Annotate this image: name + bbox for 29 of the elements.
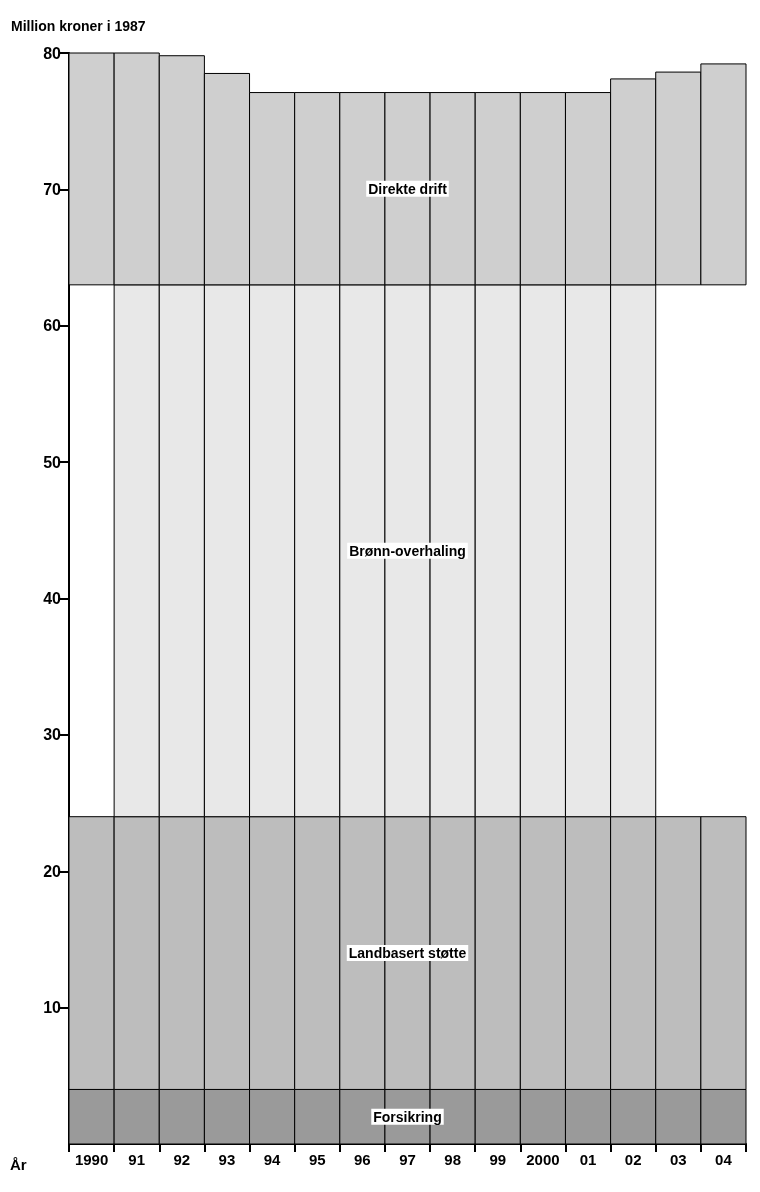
y-tick-label: 20: [43, 862, 62, 880]
y-tick-label: 60: [43, 317, 62, 335]
x-tick-label: 01: [579, 1151, 597, 1168]
x-tick-label: 97: [399, 1151, 416, 1168]
series-label: Brønn-overhaling: [349, 542, 466, 559]
x-tick-label: 99: [489, 1151, 507, 1168]
x-axis-title: År: [10, 1156, 27, 1173]
y-tick-label: 70: [43, 180, 62, 198]
y-tick-label: 80: [43, 44, 62, 62]
x-tick-label: 1990: [74, 1151, 109, 1168]
y-tick-label: 10: [43, 999, 62, 1017]
series-label: Landbasert støtte: [348, 945, 467, 962]
x-tick-label: 2000: [526, 1151, 560, 1168]
x-tick-label: 02: [624, 1151, 642, 1168]
x-tick-label: 93: [218, 1151, 236, 1168]
y-axis-title: Million kroner i 1987: [11, 18, 146, 34]
x-tick-label: 04: [715, 1151, 733, 1168]
x-tick-label: 91: [128, 1151, 146, 1168]
y-tick-label: 50: [43, 453, 62, 471]
x-tick-label: 03: [669, 1151, 687, 1168]
x-tick-label: 94: [263, 1151, 282, 1168]
x-tick-label: 98: [444, 1151, 461, 1168]
series-label: Direkte drift: [368, 180, 448, 197]
x-tick-label: 96: [354, 1151, 371, 1168]
x-tick-label: 92: [173, 1151, 191, 1168]
y-tick-label: 40: [43, 590, 62, 607]
series-label: Forsikring: [373, 1108, 442, 1125]
y-tick-label: 30: [43, 726, 62, 744]
x-tick-label: 95: [308, 1151, 326, 1168]
